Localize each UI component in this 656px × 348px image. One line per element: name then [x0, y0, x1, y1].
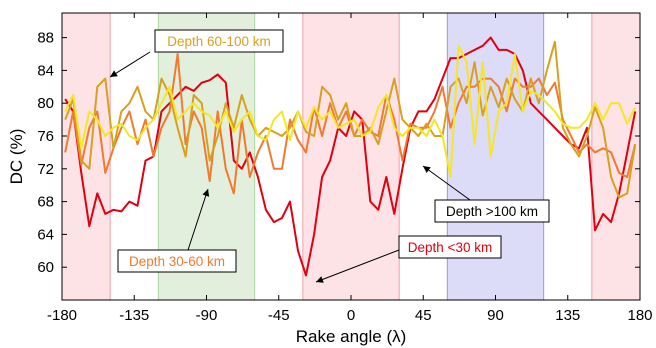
- x-tick-label: -45: [268, 307, 290, 324]
- x-tick-label: 135: [555, 307, 580, 324]
- y-tick-label: 76: [37, 128, 54, 145]
- annotation-arrow: [187, 188, 209, 251]
- x-tick-label: -90: [196, 307, 218, 324]
- shaded-region-2: [302, 12, 400, 301]
- annotation-3: Depth >100 km: [422, 165, 550, 223]
- x-tick-label: 180: [627, 307, 652, 324]
- annotation-text: Depth >100 km: [446, 204, 538, 219]
- series-line-3: [64, 44, 637, 178]
- annotation-arrowhead: [110, 70, 118, 77]
- annotation-text: Depth 30-60 km: [129, 254, 225, 269]
- annotation-arrow: [422, 165, 471, 201]
- annotation-text: Depth <30 km: [408, 240, 492, 255]
- annotation-box: [117, 249, 237, 273]
- annotation-box: [434, 199, 550, 223]
- axis-ticks: -180 -135 -90 -45 0 45 90 135 180 60 64 68 72 76 80 84 8…: [37, 13, 653, 324]
- annotation-text: Depth 60-100 km: [167, 34, 271, 49]
- annotation-box: [154, 29, 284, 53]
- annotation-box: [398, 235, 502, 259]
- y-tick-label: 64: [37, 226, 54, 243]
- x-tick-label: 45: [415, 307, 432, 324]
- x-tick-label: 0: [347, 307, 355, 324]
- annotation-1: Depth 30-60 km: [117, 188, 237, 273]
- annotation-arrow: [109, 51, 151, 78]
- x-tick-label: 90: [487, 307, 504, 324]
- y-tick-label: 72: [37, 161, 54, 178]
- shaded-region-0: [61, 12, 111, 301]
- annotation-arrowhead: [423, 166, 431, 173]
- annotations: Depth 60-100 km Depth 30-60 km Depth <30 k…: [109, 29, 550, 283]
- y-tick-label: 68: [37, 194, 54, 211]
- y-tick-label: 84: [37, 62, 54, 79]
- x-tick-label: -135: [119, 307, 149, 324]
- annotation-arrowhead: [316, 276, 324, 283]
- annotation-2: Depth <30 km: [315, 235, 502, 283]
- y-axis-label: DC (%): [7, 129, 26, 185]
- annotation-arrow: [315, 249, 400, 283]
- y-tick-label: 60: [37, 259, 54, 276]
- annotation-arrowhead: [202, 189, 210, 197]
- y-tick-label: 80: [37, 95, 54, 112]
- series-lines: [64, 36, 637, 277]
- y-tick-label: 88: [37, 30, 54, 47]
- annotation-0: Depth 60-100 km: [109, 29, 284, 78]
- x-axis-label: Rake angle (λ): [296, 327, 407, 346]
- x-tick-label: -180: [47, 307, 77, 324]
